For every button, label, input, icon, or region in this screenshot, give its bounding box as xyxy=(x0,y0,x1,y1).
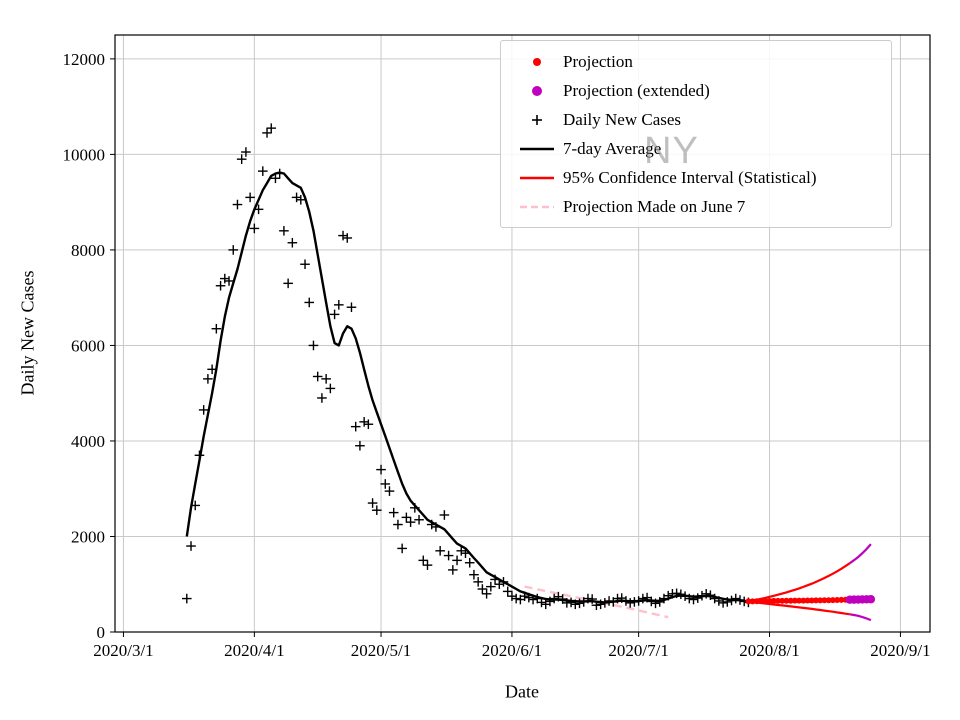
red-line-icon xyxy=(511,169,563,187)
legend-item-7day-average: 7-day Average xyxy=(511,134,881,163)
legend-item-daily-new-cases: Daily New Cases xyxy=(511,105,881,134)
legend-label: Daily New Cases xyxy=(563,109,682,129)
ci_lower-extended-line xyxy=(849,613,872,622)
x-tick-label: 2020/5/1 xyxy=(351,641,411,660)
y-tick-label: 0 xyxy=(97,623,106,642)
legend-label: Projection (extended) xyxy=(563,80,710,100)
y-tick-label: 10000 xyxy=(63,145,106,164)
tick-labels: 2020/3/1 2020/4/1 2020/5/1 2020/6/1 2020/7/1… xyxy=(63,50,931,660)
x-tick-label: 2020/4/1 xyxy=(224,641,284,660)
ci_upper-line xyxy=(748,562,851,603)
legend-label: 7-day Average xyxy=(563,138,662,158)
projection-dot-icon xyxy=(511,53,563,71)
projection-extended-dot-icon xyxy=(511,82,563,100)
legend-label: 95% Confidence Interval (Statistical) xyxy=(563,167,817,187)
x-tick-label: 2020/7/1 xyxy=(608,641,668,660)
y-tick-label: 2000 xyxy=(71,527,105,546)
y-tick-label: 8000 xyxy=(71,241,105,260)
black-line-icon xyxy=(511,140,563,158)
tick-marks xyxy=(110,58,901,637)
axes-frame xyxy=(114,34,931,633)
legend-item-projection: Projection xyxy=(511,47,881,76)
seven-day-average-line xyxy=(185,171,749,604)
x-tick-label: 2020/9/1 xyxy=(870,641,930,660)
ci_upper-extended-line xyxy=(849,543,872,565)
legend-item-projection-extended: Projection (extended) xyxy=(511,76,881,105)
legend-label: Projection Made on June 7 xyxy=(563,196,746,216)
legend-item-confidence-interval: 95% Confidence Interval (Statistical) xyxy=(511,163,881,192)
x-axis-label: Date xyxy=(505,681,539,702)
x-tick-label: 2020/6/1 xyxy=(482,641,542,660)
x-tick-label: 2020/8/1 xyxy=(739,641,799,660)
chart-legend: Projection Projection (extended) Daily N… xyxy=(500,40,892,228)
pink-dashed-line-icon xyxy=(511,198,563,216)
y-tick-label: 12000 xyxy=(63,50,106,69)
legend-label: Projection xyxy=(563,51,633,71)
y-tick-label: 4000 xyxy=(71,432,105,451)
y-tick-label: 6000 xyxy=(71,336,105,355)
plus-marker-icon xyxy=(511,111,563,129)
watermark-text: NY xyxy=(644,130,699,172)
legend-item-june7-projection: Projection Made on June 7 xyxy=(511,192,881,221)
x-tick-label: 2020/3/1 xyxy=(93,641,153,660)
projection-dots xyxy=(745,595,876,605)
y-axis-label: Daily New Cases xyxy=(17,270,38,396)
